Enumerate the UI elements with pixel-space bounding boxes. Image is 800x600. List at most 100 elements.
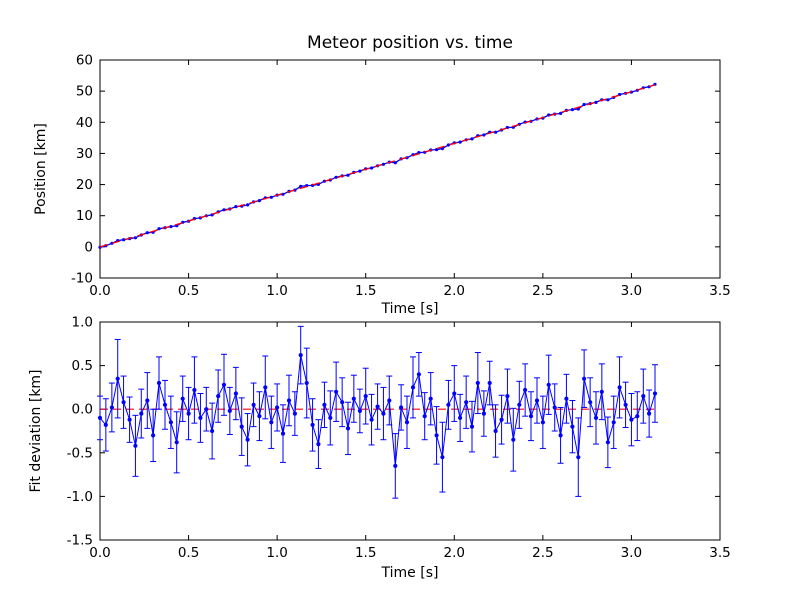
position-data-marker bbox=[582, 102, 586, 107]
deviation-marker bbox=[286, 398, 292, 403]
position-data-marker bbox=[470, 137, 474, 141]
deviation-marker bbox=[156, 380, 162, 386]
deviation-marker bbox=[629, 417, 634, 422]
deviation-marker bbox=[434, 433, 439, 438]
deviation-marker bbox=[292, 411, 297, 416]
position-data-marker bbox=[594, 100, 598, 104]
deviation-marker bbox=[174, 440, 179, 445]
deviation-marker bbox=[528, 414, 534, 419]
deviation-marker bbox=[599, 389, 604, 394]
top-x-tick-label: 2.0 bbox=[444, 283, 465, 299]
bottom-y-tick-label: -1.5 bbox=[67, 533, 93, 549]
deviation-marker bbox=[505, 394, 510, 399]
deviation-marker bbox=[475, 380, 480, 386]
deviation-marker bbox=[151, 433, 156, 438]
deviation-marker bbox=[186, 411, 191, 416]
top-axes-border bbox=[99, 59, 721, 279]
deviation-marker bbox=[452, 391, 457, 396]
deviation-marker bbox=[410, 385, 416, 390]
deviation-marker bbox=[404, 420, 410, 425]
top-x-tick-label: 1.5 bbox=[355, 283, 376, 299]
deviation-marker bbox=[310, 422, 315, 427]
deviation-marker bbox=[109, 405, 114, 410]
chart-title: Meteor position vs. time bbox=[307, 33, 513, 53]
bottom-x-tick-label: 3.0 bbox=[621, 545, 642, 561]
deviation-marker bbox=[546, 382, 551, 387]
deviation-marker bbox=[198, 415, 203, 420]
position-data-marker bbox=[482, 133, 486, 137]
position-data-marker bbox=[122, 238, 126, 242]
top-x-tick-label: 0.0 bbox=[89, 283, 110, 299]
deviation-marker bbox=[280, 431, 286, 436]
position-data-marker bbox=[133, 236, 137, 240]
top-y-tick-label: -10 bbox=[71, 271, 93, 287]
deviation-marker bbox=[363, 394, 368, 399]
bottom-y-tick-label: -0.5 bbox=[67, 445, 93, 461]
deviation-marker bbox=[139, 411, 144, 416]
deviation-marker bbox=[381, 411, 386, 416]
deviation-marker bbox=[558, 433, 563, 438]
bottom-x-tick-label: 2.5 bbox=[532, 545, 553, 561]
position-data-marker bbox=[606, 98, 610, 102]
deviation-marker bbox=[511, 437, 516, 442]
deviation-marker bbox=[233, 391, 238, 396]
deviation-marker bbox=[257, 414, 262, 419]
deviation-marker bbox=[605, 440, 611, 445]
deviation-marker bbox=[168, 420, 173, 425]
position-data-marker bbox=[576, 107, 580, 111]
top-y-tick-label: 0 bbox=[84, 239, 93, 255]
deviation-marker bbox=[493, 428, 498, 434]
deviation-marker bbox=[334, 389, 339, 394]
deviation-marker bbox=[216, 394, 221, 399]
deviation-marker bbox=[97, 415, 103, 420]
deviation-marker bbox=[127, 417, 132, 422]
deviation-marker bbox=[422, 414, 427, 419]
deviation-marker bbox=[588, 400, 593, 405]
bottom-x-tick-label: 1.0 bbox=[266, 545, 287, 561]
deviation-marker bbox=[121, 400, 126, 405]
deviation-marker bbox=[103, 422, 108, 427]
position-data-marker bbox=[322, 179, 326, 183]
deviation-marker bbox=[540, 420, 546, 425]
deviation-marker bbox=[570, 424, 575, 429]
position-data-marker bbox=[458, 140, 462, 144]
deviation-marker bbox=[393, 463, 398, 468]
deviation-marker bbox=[162, 402, 168, 407]
bottom-x-tick-label: 2.0 bbox=[444, 545, 465, 561]
deviation-marker bbox=[534, 398, 540, 403]
position-data-marker bbox=[299, 184, 303, 188]
top-y-tick-label: 60 bbox=[76, 53, 93, 69]
bottom-x-tick-label: 0.0 bbox=[89, 545, 110, 561]
bottom-y-tick-label: 1.0 bbox=[72, 315, 93, 331]
position-data-marker bbox=[169, 225, 173, 229]
top-x-axis-label: Time [s] bbox=[381, 301, 439, 317]
deviation-marker bbox=[345, 426, 351, 431]
top-x-tick-label: 0.5 bbox=[178, 283, 199, 299]
position-data-marker bbox=[145, 231, 149, 235]
position-data-marker bbox=[246, 203, 250, 207]
deviation-marker bbox=[576, 455, 581, 460]
position-data-marker bbox=[157, 227, 161, 231]
bottom-x-tick-label: 1.5 bbox=[355, 545, 376, 561]
deviation-marker bbox=[428, 396, 433, 401]
top-y-axis-label: Position [km] bbox=[33, 123, 49, 215]
deviation-marker bbox=[210, 428, 215, 434]
bottom-y-axis-label: Fit deviation [km] bbox=[28, 369, 44, 492]
deviation-marker bbox=[564, 396, 569, 401]
deviation-marker bbox=[387, 398, 392, 403]
deviation-marker bbox=[298, 353, 303, 358]
deviation-marker bbox=[328, 415, 333, 420]
position-data-marker bbox=[358, 169, 362, 173]
deviation-marker bbox=[251, 402, 256, 407]
linear-fit-line bbox=[99, 84, 656, 248]
position-data-marker bbox=[393, 161, 397, 165]
deviation-marker bbox=[517, 402, 522, 407]
position-data-marker bbox=[334, 175, 338, 179]
plot-content: 0.0 0.5 1.0 1.5 2.0 2.5 3.0 3.5 -10 0 10 20 30 40 50 60… bbox=[67, 53, 731, 562]
deviation-marker bbox=[446, 402, 451, 407]
position-data-marker bbox=[269, 195, 273, 199]
top-y-tick-label: 50 bbox=[76, 84, 93, 100]
deviation-marker bbox=[582, 376, 587, 381]
deviation-marker bbox=[304, 380, 309, 386]
